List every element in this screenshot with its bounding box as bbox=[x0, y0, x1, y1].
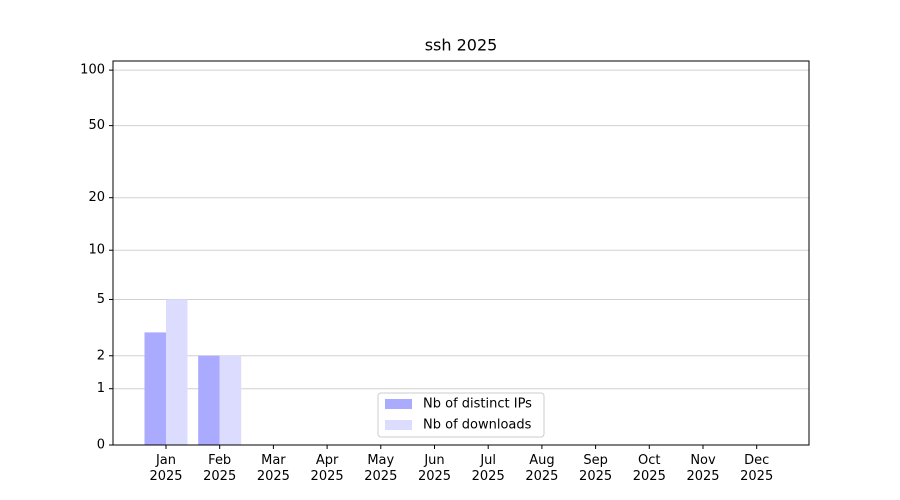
x-tick-label: Jun 2025 bbox=[417, 453, 452, 484]
x-tick-label: Aug 2025 bbox=[525, 453, 559, 484]
bar bbox=[144, 332, 166, 445]
x-tick-label: Dec 2025 bbox=[740, 453, 774, 484]
y-tick-label: 5 bbox=[97, 292, 105, 307]
x-tick-label: May 2025 bbox=[364, 453, 398, 484]
bar bbox=[219, 355, 242, 445]
x-tick-label: Sep 2025 bbox=[579, 453, 613, 484]
chart-title: ssh 2025 bbox=[425, 36, 498, 55]
y-tick-label: 100 bbox=[80, 63, 105, 78]
y-tick-label: 2 bbox=[97, 348, 105, 363]
y-tick-label: 10 bbox=[88, 243, 105, 258]
plot-frame bbox=[112, 60, 810, 446]
legend-swatch bbox=[385, 399, 412, 409]
bar bbox=[166, 299, 188, 445]
x-tick-label: Nov 2025 bbox=[686, 453, 720, 484]
x-tick-label: Apr 2025 bbox=[310, 453, 344, 484]
y-tick-label: 20 bbox=[88, 190, 105, 205]
legend-label: Nb of distinct IPs bbox=[423, 397, 532, 412]
x-tick-label: Jul 2025 bbox=[471, 453, 505, 484]
bar bbox=[198, 355, 220, 445]
x-tick-label: Oct 2025 bbox=[632, 453, 666, 484]
y-tick-label: 50 bbox=[88, 118, 105, 133]
y-tick-label: 0 bbox=[97, 438, 105, 453]
x-tick-label: Feb 2025 bbox=[203, 453, 237, 484]
y-tick-label: 1 bbox=[97, 381, 105, 396]
legend-box bbox=[377, 392, 545, 438]
legend-swatch bbox=[385, 420, 412, 430]
x-tick-label: Mar 2025 bbox=[256, 453, 290, 484]
x-tick-label: Jan 2025 bbox=[149, 453, 183, 484]
legend-label: Nb of downloads bbox=[423, 418, 532, 433]
